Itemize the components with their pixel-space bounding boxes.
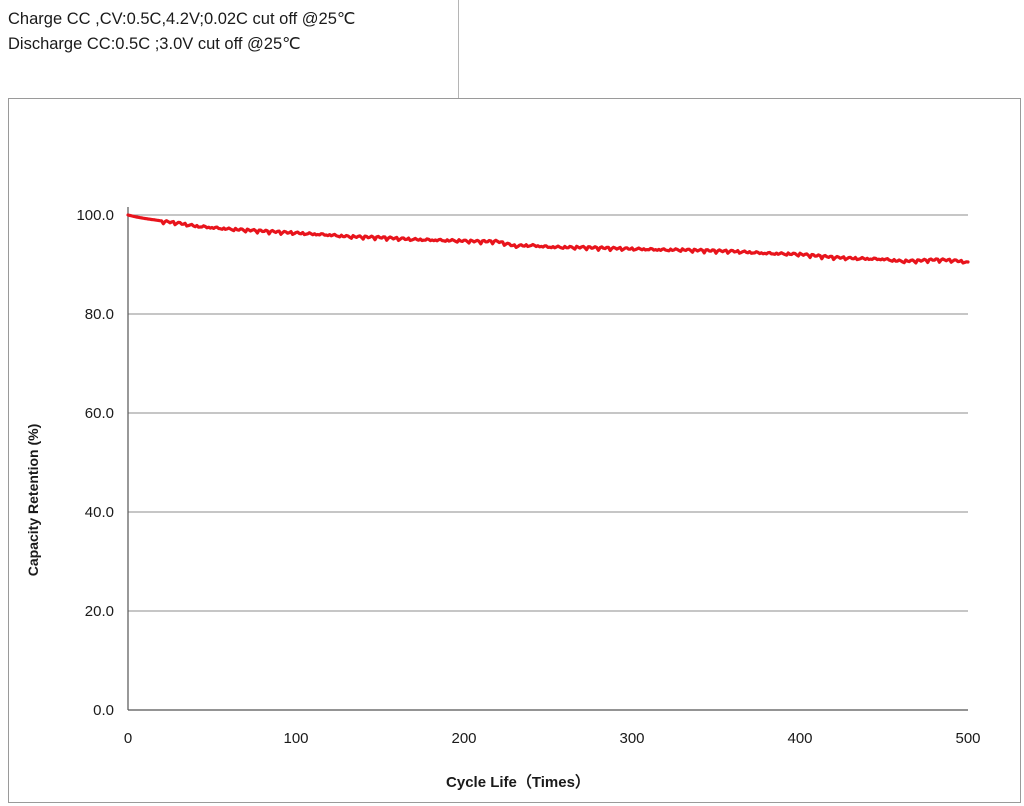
y-axis-label: Capacity Retention (%) — [25, 424, 41, 576]
grid-layer — [128, 214, 968, 612]
x-tick-label: 300 — [619, 730, 644, 747]
capacity-retention-line — [126, 213, 970, 265]
discharge-condition: Discharge CC:0.5C ;3.0V cut off @25℃ — [8, 35, 301, 53]
charge-condition: Charge CC ,CV:0.5C,4.2V;0.02C cut off @2… — [8, 10, 356, 28]
y-tick-label: 80.0 — [85, 306, 114, 323]
y-tick-label: 60.0 — [85, 405, 114, 422]
y-tick-label: 40.0 — [85, 504, 114, 521]
x-axis-label: Cycle Life（Times） — [446, 773, 590, 791]
y-tick-label: 20.0 — [85, 603, 114, 620]
x-tick-label: 500 — [955, 730, 980, 747]
x-tick-label: 0 — [124, 730, 132, 747]
test-conditions-box: Charge CC ,CV:0.5C,4.2V;0.02C cut off @2… — [0, 0, 459, 98]
x-tick-label: 100 — [283, 730, 308, 747]
y-tick-label: 100.0 — [76, 207, 114, 224]
series-layer — [126, 213, 970, 265]
tick-labels: 0.0 20.0 40.0 60.0 80.0 100.0 0 100 200 300 400 500 — [76, 207, 980, 747]
x-tick-label: 400 — [787, 730, 812, 747]
axis-layer — [127, 207, 968, 711]
y-tick-label: 0.0 — [93, 702, 114, 719]
x-tick-label: 200 — [451, 730, 476, 747]
